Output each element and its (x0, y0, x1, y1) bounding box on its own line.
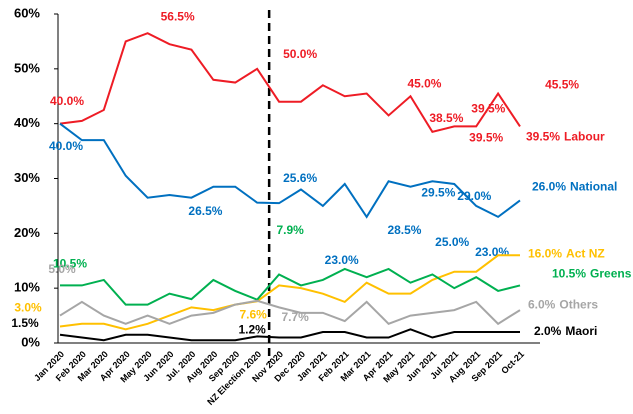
series-name: Maori (565, 324, 597, 338)
y-tick-label: 20% (14, 225, 40, 240)
series-line (59, 299, 521, 326)
value-label: 39.5% (471, 102, 505, 116)
series-name: Others (559, 297, 598, 311)
value-label: 29.0% (457, 189, 491, 203)
value-label: 38.5% (429, 111, 463, 125)
value-label: 3.0% (14, 301, 42, 315)
y-tick-label: 60% (14, 5, 40, 20)
value-label: 2.0% (534, 324, 562, 338)
value-label: 1.2% (238, 323, 266, 337)
y-tick-label: 40% (14, 115, 40, 130)
value-label: 5.0% (48, 262, 76, 276)
y-tick-label: 0% (21, 334, 40, 349)
value-label: 50.0% (283, 47, 317, 61)
value-label: 45.5% (545, 78, 579, 92)
value-label: 25.0% (435, 235, 469, 249)
value-label: 7.7% (281, 310, 309, 324)
value-label: 16.0% (528, 246, 562, 260)
value-label: 7.6% (239, 307, 267, 321)
series-line (59, 122, 521, 219)
value-label: 10.5% (53, 257, 87, 271)
y-tick-label: 50% (14, 60, 40, 75)
value-label: 40.0% (50, 94, 84, 108)
value-label: 56.5% (161, 9, 195, 23)
series-name: Act NZ (566, 246, 605, 260)
y-tick-label: 30% (14, 170, 40, 185)
value-label: 45.0% (407, 76, 441, 90)
value-label: 10.5% (552, 267, 586, 281)
value-label: 1.5% (11, 316, 39, 330)
series-line (59, 328, 520, 342)
value-label: 23.0% (325, 253, 359, 267)
series-line (60, 267, 521, 306)
value-label: 40.0% (49, 139, 83, 153)
value-label: 39.5% (526, 130, 560, 144)
y-tick-label: 10% (14, 280, 40, 295)
value-label: 26.5% (188, 204, 222, 218)
value-label: 29.5% (421, 185, 455, 199)
x-tick-label: Oct-21 (499, 349, 526, 376)
value-label: 39.5% (469, 131, 503, 145)
value-label: 25.6% (283, 171, 317, 185)
value-label: 6.0% (528, 297, 556, 311)
value-label: 26.0% (532, 180, 566, 194)
series-line (59, 32, 521, 134)
value-label: 7.9% (276, 223, 304, 237)
series-name: Greens (590, 267, 632, 281)
series-name: Labour (564, 130, 605, 144)
series-line (59, 254, 520, 331)
value-label: 28.5% (387, 223, 421, 237)
series-name: National (570, 180, 617, 194)
value-label: 23.0% (475, 245, 509, 259)
